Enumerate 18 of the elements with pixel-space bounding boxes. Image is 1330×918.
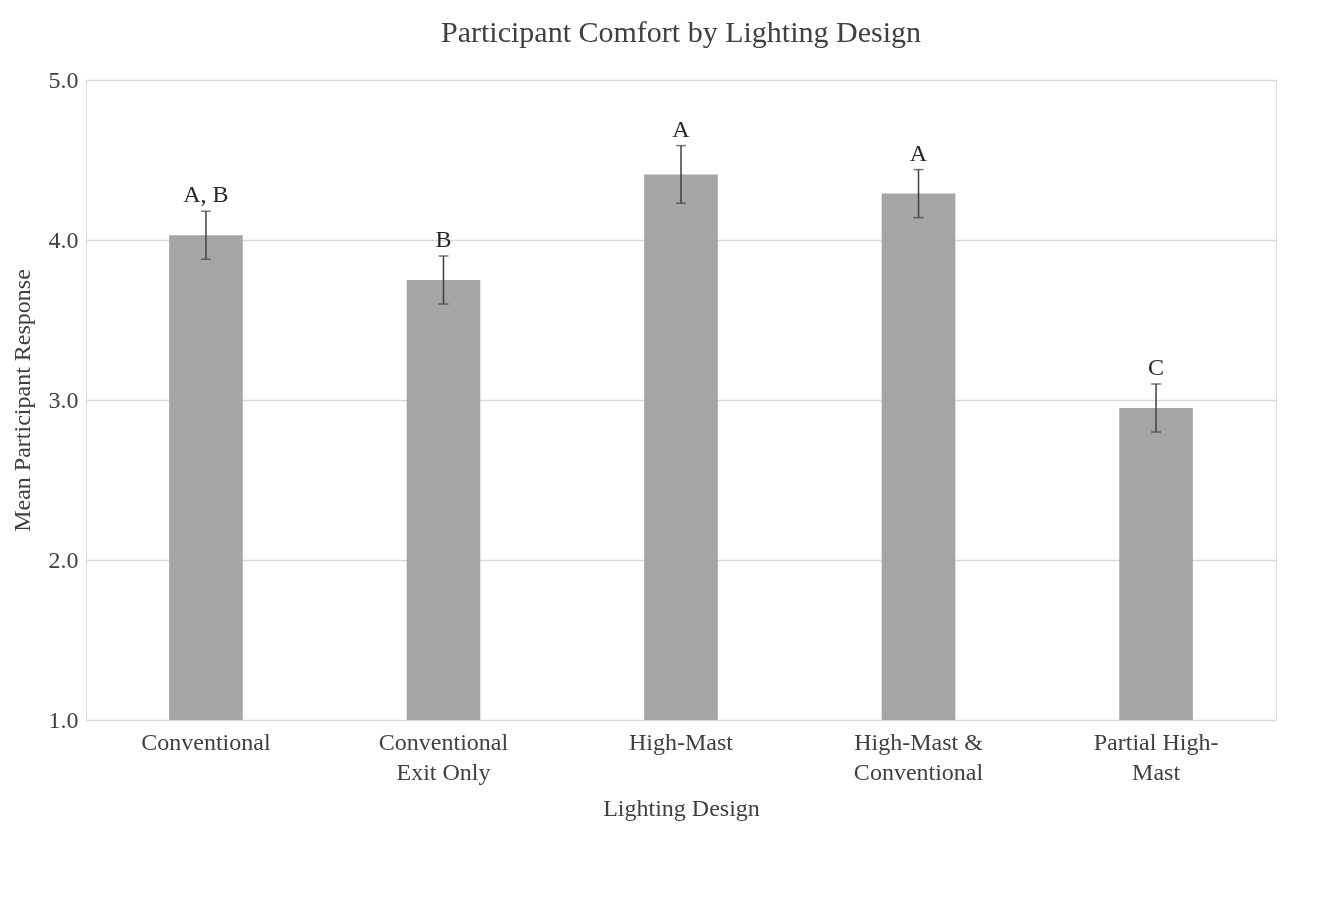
y-tick-label: 4.0 — [48, 226, 79, 253]
annotation: A — [909, 139, 928, 166]
chart-title: Participant Comfort by Lighting Design — [441, 15, 921, 48]
x-tick-label: Conventional Exit Only — [378, 728, 509, 785]
x-tick-label: High-Mast — [629, 728, 734, 755]
x-tick-label: Conventional — [141, 728, 271, 755]
y-tick-label: 1.0 — [48, 706, 79, 733]
y-tick-label: 5.0 — [48, 66, 79, 93]
y-axis-title: Mean Participant Response — [8, 269, 35, 532]
annotation: C — [1148, 354, 1165, 380]
annotation: A, B — [183, 181, 229, 208]
annotation: A — [672, 115, 691, 142]
x-tick-label: High-Mast & Conventional — [853, 728, 984, 785]
x-tick-label: Partial High-Mast — [1093, 728, 1219, 785]
x-axis-title: Lighting Design — [603, 794, 760, 821]
y-tick-label: 3.0 — [48, 386, 79, 413]
annotation: B — [435, 226, 452, 252]
y-tick-label: 2.0 — [48, 546, 79, 573]
